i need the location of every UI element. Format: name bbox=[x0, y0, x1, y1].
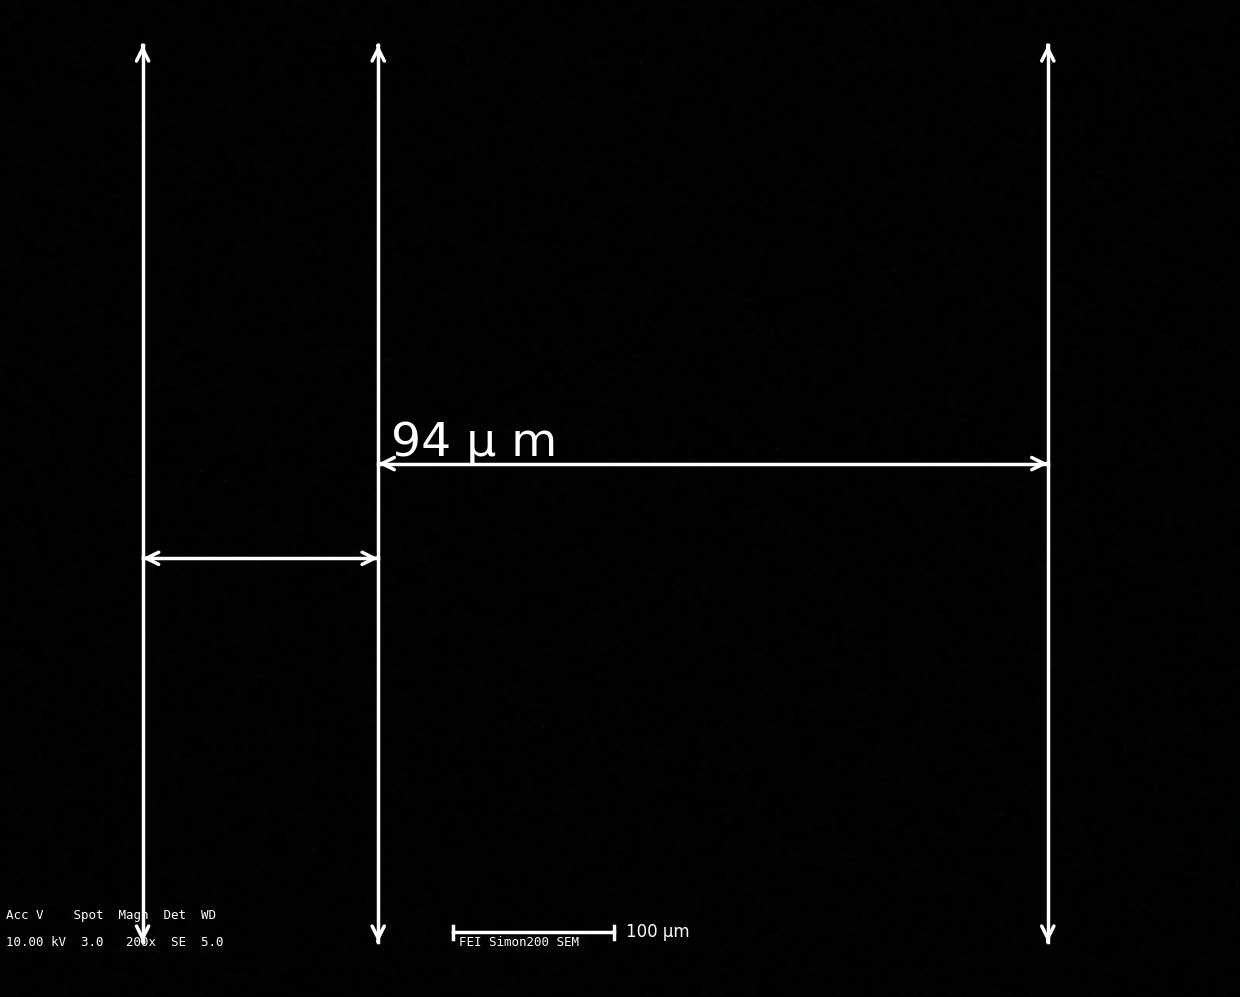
Text: 94 μ m: 94 μ m bbox=[391, 421, 557, 467]
Text: 100 μm: 100 μm bbox=[626, 923, 689, 941]
Text: 10.00 kV  3.0   200x  SE  5.0: 10.00 kV 3.0 200x SE 5.0 bbox=[6, 936, 223, 949]
Text: FEI Simon200 SEM: FEI Simon200 SEM bbox=[459, 936, 579, 949]
Text: Acc V    Spot  Magn  Det  WD: Acc V Spot Magn Det WD bbox=[6, 909, 216, 922]
